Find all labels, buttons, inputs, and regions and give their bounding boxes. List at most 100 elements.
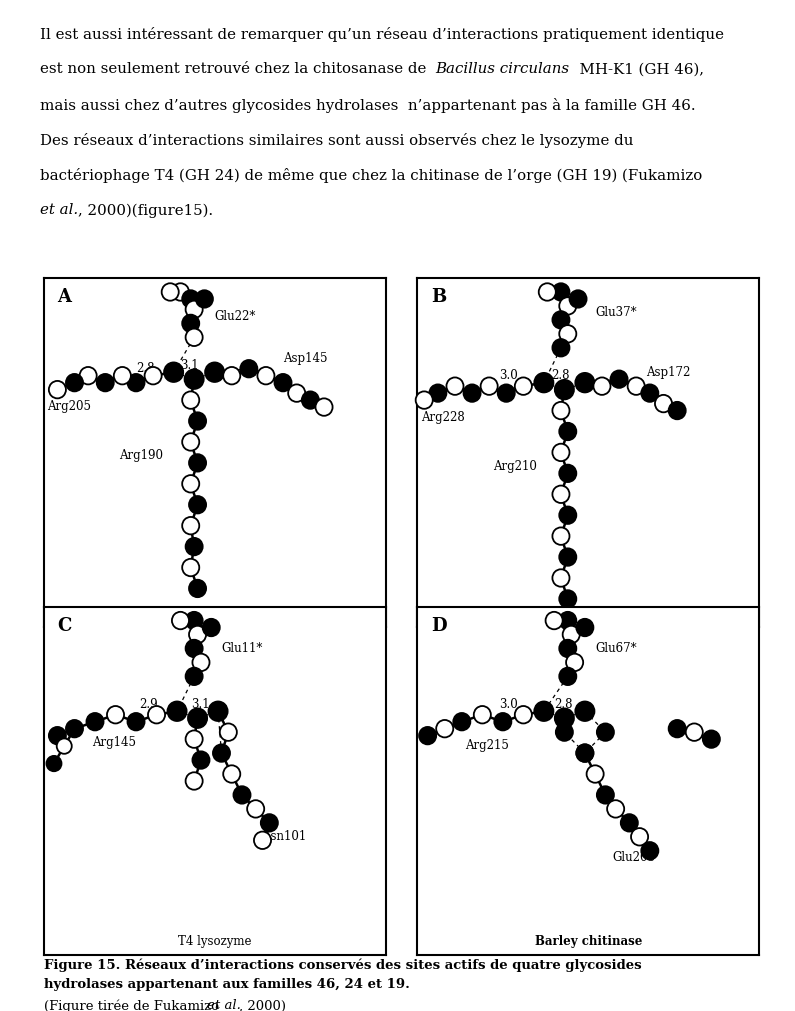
Circle shape [67,721,82,736]
Circle shape [196,290,213,307]
Text: 3.1: 3.1 [180,359,199,372]
Circle shape [182,559,200,576]
Text: MH-K1 (GH 46),: MH-K1 (GH 46), [570,63,704,76]
Text: et al.: et al. [40,203,78,217]
Circle shape [192,654,210,671]
Text: D: D [431,617,447,635]
Circle shape [145,367,161,384]
Circle shape [553,569,569,586]
Text: B: B [431,288,446,306]
Circle shape [189,710,206,727]
Circle shape [274,374,292,391]
Circle shape [559,423,576,440]
Circle shape [515,377,532,395]
Text: Arg228: Arg228 [421,410,464,424]
Circle shape [234,787,250,804]
Circle shape [172,612,189,629]
Circle shape [223,765,240,783]
Circle shape [182,517,200,535]
Circle shape [559,465,576,482]
Circle shape [535,703,553,720]
Text: 2.8: 2.8 [551,369,569,382]
Circle shape [481,377,498,395]
Circle shape [576,373,595,392]
Text: (Figure tirée de Fukamizo: (Figure tirée de Fukamizo [44,1000,227,1011]
Text: , 2000): , 2000) [239,1000,286,1011]
Circle shape [189,454,206,471]
Circle shape [559,667,576,685]
Text: Figure 15. Réseaux d’interactions conservés des sites actifs de quatre glycoside: Figure 15. Réseaux d’interactions conser… [44,958,642,972]
Circle shape [576,702,595,721]
Circle shape [185,640,203,657]
Circle shape [219,724,237,741]
Circle shape [107,706,124,724]
Circle shape [553,444,569,461]
Circle shape [515,706,532,724]
Circle shape [669,720,686,737]
Text: T4 lysozyme: T4 lysozyme [178,935,251,948]
Circle shape [185,667,203,685]
Circle shape [556,381,573,398]
Circle shape [559,297,576,314]
Circle shape [46,756,61,771]
Circle shape [569,290,587,307]
Text: Asp145: Asp145 [283,352,328,365]
Circle shape [576,744,593,762]
Circle shape [453,713,471,730]
Circle shape [172,283,189,300]
Circle shape [168,702,187,721]
Circle shape [182,314,200,332]
Circle shape [631,828,648,845]
Circle shape [559,548,576,566]
Circle shape [254,832,271,849]
Circle shape [555,709,574,728]
Circle shape [447,377,463,395]
Circle shape [185,772,203,790]
Circle shape [559,612,576,629]
Circle shape [161,283,179,300]
Text: Bacillus circulans: Bacillus circulans [436,63,570,76]
Circle shape [48,727,66,744]
Circle shape [621,814,638,832]
Circle shape [240,360,258,377]
Circle shape [185,370,203,388]
Circle shape [642,842,658,859]
Text: Arg215: Arg215 [465,739,509,752]
Circle shape [416,391,432,408]
Circle shape [559,590,576,608]
Circle shape [553,283,569,300]
Circle shape [48,381,66,398]
Circle shape [185,329,203,346]
Circle shape [213,744,230,762]
Text: 3.0: 3.0 [499,698,518,711]
Circle shape [192,751,210,768]
Text: hydrolases appartenant aux familles 46, 24 et 19.: hydrolases appartenant aux familles 46, … [44,979,409,992]
Text: Bacillus circulans chitosanase: Bacillus circulans chitosanase [503,610,673,620]
Circle shape [534,702,553,721]
Circle shape [436,720,453,737]
Circle shape [247,800,264,818]
Circle shape [474,706,491,724]
Text: mais aussi chez d’autres glycosides hydrolases  n’appartenant pas à la famille G: mais aussi chez d’autres glycosides hydr… [40,98,696,112]
Circle shape [114,367,131,384]
Circle shape [210,703,227,720]
Circle shape [419,727,436,744]
Circle shape [597,724,614,741]
Circle shape [182,391,200,408]
Text: 3.1: 3.1 [191,698,209,711]
Text: Arg190: Arg190 [119,450,163,462]
Circle shape [80,367,97,384]
Circle shape [553,339,569,357]
Circle shape [189,579,206,598]
Circle shape [189,496,206,514]
Circle shape [686,724,703,741]
Circle shape [182,434,200,451]
Circle shape [576,744,593,762]
Circle shape [223,367,240,384]
Circle shape [494,713,511,730]
Circle shape [261,814,278,832]
Circle shape [184,369,204,389]
Circle shape [316,398,332,416]
Circle shape [597,787,614,804]
Text: Glu67*: Glu67* [595,642,637,655]
